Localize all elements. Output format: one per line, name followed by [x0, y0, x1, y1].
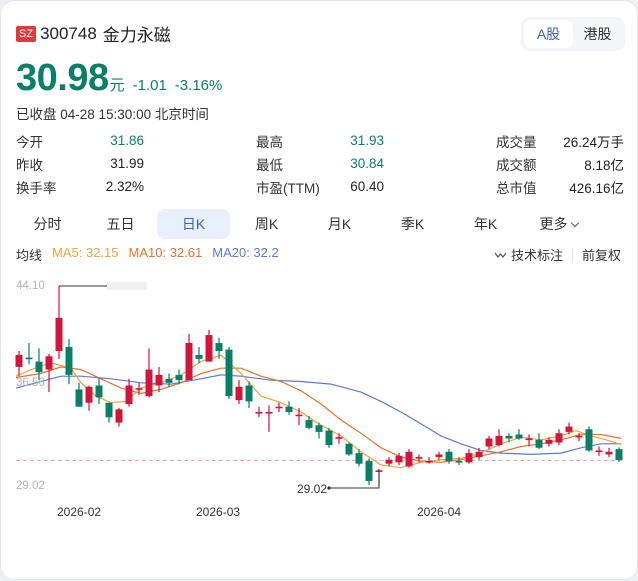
y-axis-max-label: 44.10: [16, 280, 45, 292]
stock-name: 金力永磁: [102, 26, 171, 45]
trend-wave-icon: [494, 252, 507, 258]
tab-monthly-k[interactable]: 月K: [327, 216, 352, 232]
tab-daily-k[interactable]: 日K: [157, 209, 230, 239]
ma-legend-label: 均线: [16, 248, 43, 263]
tab-weekly-k[interactable]: 周K: [254, 216, 279, 232]
x-axis-label-mar: 2026-03: [196, 505, 241, 519]
tab-yearly-k[interactable]: 年K: [473, 216, 498, 232]
y-axis-mid-label: 36.56: [16, 377, 45, 389]
price-change-pct: -3.16%: [174, 77, 223, 94]
stock-code: 300748: [40, 23, 97, 43]
stat-high: 最高 31.93: [256, 133, 384, 150]
x-axis-label-feb: 2026-02: [57, 505, 102, 519]
price-change: -1.01: [132, 77, 167, 94]
stat-turnover: 换手率 2.32%: [16, 179, 144, 196]
stats-col-3: 成交量 26.24万手 成交额 8.18亿 总市值 426.16亿: [496, 129, 624, 198]
stats-col-2: 最高 31.93 最低 30.84 市盈(TTM) 60.40: [256, 129, 384, 198]
chart-tools: 技术标注 前复权: [494, 245, 621, 264]
market-badge: SZ: [16, 25, 37, 42]
market-switch: A股 港股: [521, 17, 625, 51]
tab-quarterly-k[interactable]: 季K: [400, 216, 425, 232]
tab-hk-share[interactable]: 港股: [583, 26, 612, 42]
price-unit: 元: [109, 77, 125, 94]
more-label: 更多: [539, 216, 568, 232]
period-tabs: 分时 五日 日K 周K 月K 季K 年K 更多: [11, 209, 631, 239]
stats-col-1: 今开 31.86 昨收 31.99 换手率 2.32%: [16, 129, 144, 198]
stat-market-cap: 总市值 426.16亿: [496, 180, 624, 196]
annotate-button[interactable]: 技术标注: [494, 245, 563, 264]
ma5-value: MA5: 32.15: [52, 245, 119, 260]
stat-prev-close: 昨收 31.99: [16, 156, 144, 173]
current-price: 30.98: [16, 57, 109, 99]
stat-pe: 市盈(TTM) 60.40: [256, 179, 384, 196]
price-adjust-button[interactable]: 前复权: [581, 248, 621, 263]
stat-amount: 成交额 8.18亿: [496, 157, 624, 173]
tab-a-share[interactable]: A股: [524, 20, 573, 48]
tab-more[interactable]: 更多: [522, 209, 595, 239]
tab-five-day[interactable]: 五日: [106, 216, 135, 232]
market-status: 已收盘 04-28 15:30:00 北京时间: [16, 107, 209, 122]
stat-open: 今开 31.86: [16, 133, 144, 150]
ma20-value: MA20: 32.2: [212, 245, 279, 260]
stock-title: SZ 300748 金力永磁: [16, 21, 171, 46]
chevron-down-icon: [570, 218, 579, 228]
tab-intraday[interactable]: 分时: [33, 216, 62, 232]
x-axis-label-apr: 2026-04: [417, 505, 462, 519]
stat-volume: 成交量 26.24万手: [496, 134, 624, 150]
tools-divider: [571, 247, 573, 262]
y-axis-min-label: 29.02: [16, 480, 45, 492]
price-row: 30.98 元 -1.01 -3.16%: [16, 57, 222, 100]
stat-low: 最低 30.84: [256, 156, 384, 173]
ma-legend: 均线 MA5: 32.15 MA10: 32.61 MA20: 32.2: [16, 245, 289, 264]
ma10-value: MA10: 32.61: [128, 245, 203, 260]
min-price-annotation: 29.02: [297, 482, 328, 496]
